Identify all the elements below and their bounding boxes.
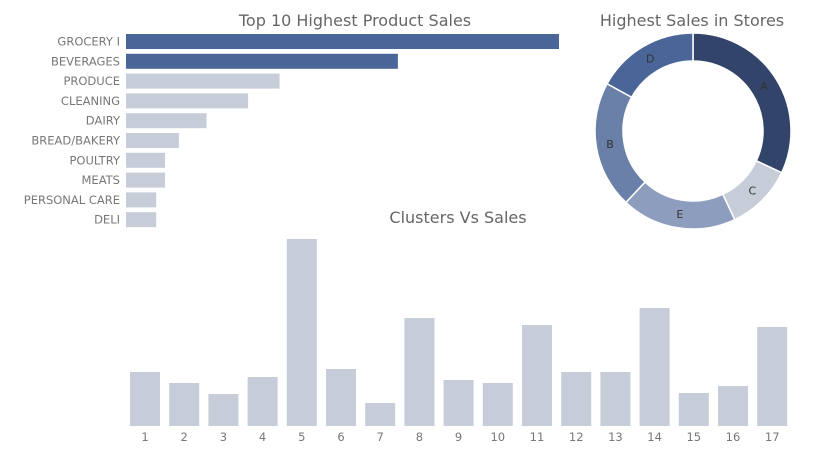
cluster-label-17: 17: [765, 430, 780, 444]
cluster-bar-13: [600, 372, 631, 426]
product-label-meats: MEATS: [82, 173, 121, 187]
donut-slice-a: [692, 32, 792, 174]
cluster-label-2: 2: [181, 430, 188, 444]
cluster-label-5: 5: [298, 430, 305, 444]
cluster-label-9: 9: [455, 430, 462, 444]
cluster-bar-5: [286, 239, 317, 426]
cluster-label-3: 3: [220, 430, 227, 444]
cluster-bar-12: [561, 372, 592, 426]
donut-label-b: B: [606, 138, 614, 151]
product-bar-cleaning: [126, 93, 249, 109]
cluster-label-15: 15: [686, 430, 701, 444]
cluster-label-6: 6: [337, 430, 344, 444]
product-label-personal-care: PERSONAL CARE: [24, 193, 120, 207]
cluster-bars: 1 2 3 4 5 6 7 8 9 10 11 12 13 14 15 16 17: [130, 239, 788, 444]
product-bar-produce: [126, 73, 280, 89]
product-label-beverages: BEVERAGES: [51, 54, 120, 68]
store-sales-chart: Highest Sales in Stores A C E B D: [594, 11, 792, 230]
donut-label-a: A: [760, 80, 768, 93]
cluster-label-10: 10: [490, 430, 505, 444]
product-label-produce: PRODUCE: [63, 74, 120, 88]
product-bars: GROCERY I BEVERAGES PRODUCE CLEANING DAIRY BR…: [24, 34, 559, 228]
product-label-deli: DELI: [94, 213, 120, 227]
donut-slice-d: [606, 32, 694, 99]
store-donut: A C E B D: [594, 32, 792, 230]
product-label-grocery-i: GROCERY I: [57, 35, 120, 49]
cluster-bar-10: [482, 383, 513, 426]
cluster-sales-title: Clusters Vs Sales: [389, 208, 526, 227]
product-bar-poultry: [126, 152, 166, 168]
product-bar-meats: [126, 172, 166, 188]
cluster-bar-4: [247, 377, 278, 426]
store-sales-title: Highest Sales in Stores: [600, 11, 784, 30]
product-bar-personal-care: [126, 192, 157, 208]
cluster-label-8: 8: [416, 430, 423, 444]
donut-slice-e: [624, 180, 736, 230]
cluster-sales-chart: Clusters Vs Sales 1 2 3 4 5 6 7 8 9 10 11 12 13 14 15 1…: [130, 208, 788, 444]
cluster-bar-15: [678, 393, 709, 426]
product-bar-grocery-i: [126, 34, 559, 49]
donut-label-d: D: [646, 53, 654, 66]
cluster-label-12: 12: [569, 430, 584, 444]
cluster-bar-3: [208, 394, 239, 426]
product-label-bread-bakery: BREAD/BAKERY: [31, 134, 121, 148]
product-sales-title: Top 10 Highest Product Sales: [238, 11, 471, 30]
product-bar-deli: [126, 212, 157, 228]
cluster-bar-17: [757, 327, 788, 426]
cluster-bar-16: [718, 386, 748, 426]
cluster-bar-14: [639, 308, 670, 426]
cluster-label-11: 11: [530, 430, 545, 444]
cluster-label-16: 16: [726, 430, 741, 444]
cluster-label-4: 4: [259, 430, 266, 444]
product-bar-dairy: [126, 113, 207, 129]
product-bar-beverages: [126, 53, 398, 69]
cluster-label-13: 13: [608, 430, 623, 444]
product-label-dairy: DAIRY: [86, 114, 121, 128]
product-sales-chart: Top 10 Highest Product Sales GROCERY I BE…: [24, 11, 559, 228]
donut-slice-b: [594, 82, 647, 204]
cluster-bar-9: [443, 380, 474, 426]
cluster-label-14: 14: [647, 430, 662, 444]
cluster-bar-11: [522, 325, 552, 426]
product-label-cleaning: CLEANING: [61, 94, 120, 108]
cluster-bar-2: [169, 383, 200, 426]
product-label-poultry: POULTRY: [69, 153, 121, 167]
cluster-label-7: 7: [377, 430, 384, 444]
cluster-bar-1: [130, 372, 160, 426]
donut-label-e: E: [676, 208, 683, 221]
cluster-bar-7: [365, 403, 396, 426]
cluster-label-1: 1: [141, 430, 148, 444]
cluster-bar-8: [404, 318, 435, 426]
cluster-bar-6: [326, 369, 356, 426]
donut-label-c: C: [749, 184, 757, 197]
product-bar-bread-bakery: [126, 133, 179, 148]
